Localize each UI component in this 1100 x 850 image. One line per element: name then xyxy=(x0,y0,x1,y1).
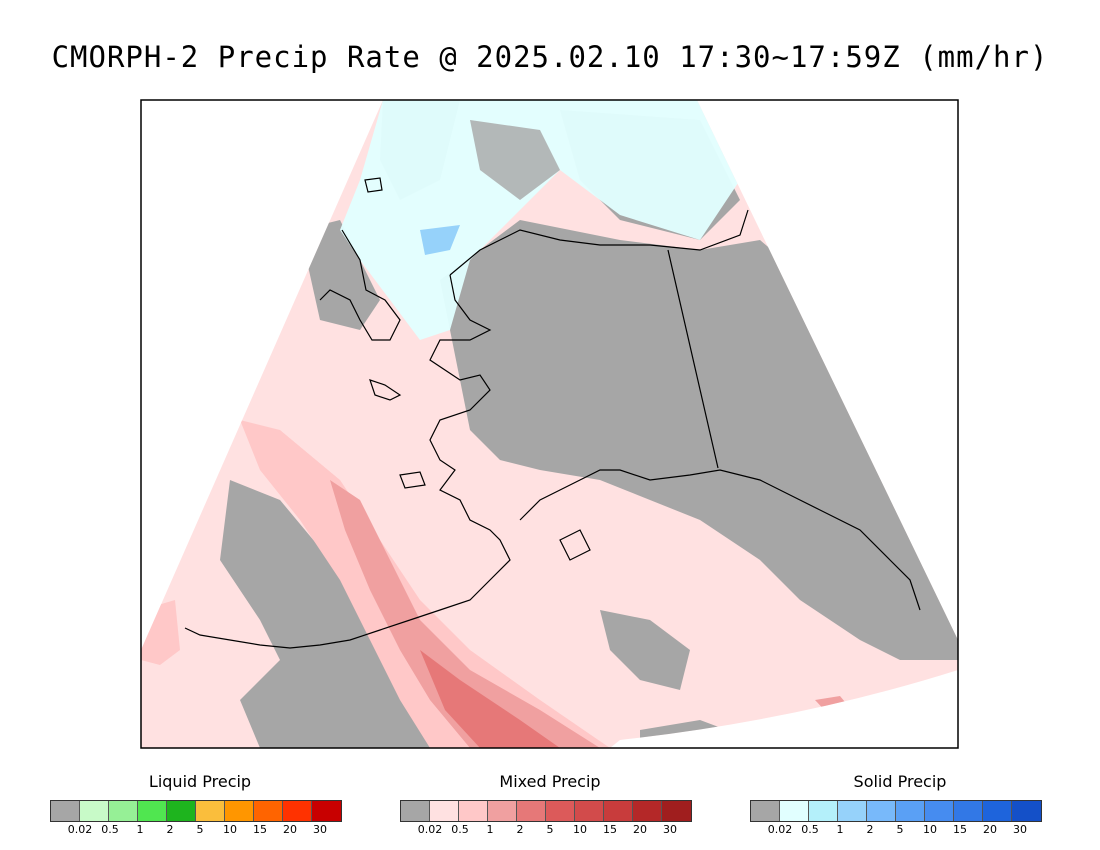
legend-tick-label: 1 xyxy=(486,823,494,836)
legend-swatch xyxy=(662,801,691,821)
western-alaska-coast xyxy=(409,274,511,621)
legend-swatch xyxy=(283,801,312,821)
coastlines xyxy=(184,177,921,649)
legend-tick-label: 1 xyxy=(136,823,144,836)
legend-swatch xyxy=(838,801,867,821)
legend-tick-label: 2 xyxy=(866,823,874,836)
legend-swatch xyxy=(983,801,1012,821)
legend-swatch xyxy=(751,801,780,821)
legend-tick-label: 5 xyxy=(546,823,554,836)
gray-area-southwest xyxy=(220,480,430,748)
legend-tick-label: 10 xyxy=(573,823,587,836)
legend-solid-title: Solid Precip xyxy=(853,772,947,791)
legend-swatch xyxy=(1012,801,1041,821)
legend-swatch xyxy=(488,801,517,821)
legend-tick-label: 15 xyxy=(953,823,967,836)
legend-tick-label: 2 xyxy=(166,823,174,836)
legend-swatch xyxy=(312,801,341,821)
solid-light-area xyxy=(340,100,740,340)
legend-tick-label: 0.5 xyxy=(801,823,819,836)
legend-swatch xyxy=(517,801,546,821)
legend-swatch xyxy=(633,801,662,821)
legend-swatch xyxy=(809,801,838,821)
aleutian-chain xyxy=(184,619,411,649)
legend-swatch xyxy=(546,801,575,821)
mixed-moderate-band xyxy=(240,420,610,748)
legend-tick-label: 0.02 xyxy=(67,823,93,836)
legend-swatch xyxy=(225,801,254,821)
legend-swatch xyxy=(138,801,167,821)
legend-solid-ticks: 0.02 0.5 1 2 5 10 15 20 30 xyxy=(750,823,1050,837)
legend-tick-label: 0.5 xyxy=(451,823,469,836)
map-frame xyxy=(140,99,959,749)
legend-mixed-ticks: 0.02 0.5 1 2 5 10 15 20 30 xyxy=(400,823,700,837)
legend-tick-label: 10 xyxy=(223,823,237,836)
legend-tick-label: 20 xyxy=(283,823,297,836)
legend-tick-label: 1 xyxy=(836,823,844,836)
legend-swatch xyxy=(780,801,809,821)
solid-moderate-patch xyxy=(420,225,460,255)
legend-swatch xyxy=(925,801,954,821)
gray-patch-gulf xyxy=(600,610,690,690)
legend-swatch xyxy=(954,801,983,821)
legend-tick-label: 2 xyxy=(516,823,524,836)
legend-mixed-swatches xyxy=(400,800,692,822)
legend-swatch xyxy=(896,801,925,821)
mixed-heaviest-band xyxy=(420,650,560,748)
canada-border xyxy=(667,249,719,469)
legend-swatch xyxy=(80,801,109,821)
gray-patch-chukotka xyxy=(300,220,380,330)
kodiak-island xyxy=(559,529,591,561)
legend-swatch xyxy=(604,801,633,821)
legend-mixed-title: Mixed Precip xyxy=(499,772,601,791)
legend-liquid-swatches xyxy=(50,800,342,822)
nunivak-island xyxy=(399,471,426,489)
legend-tick-label: 0.02 xyxy=(417,823,443,836)
wrangel-island xyxy=(364,177,383,193)
legend-swatch xyxy=(196,801,225,821)
st-lawrence-island xyxy=(369,379,402,401)
legend-tick-label: 20 xyxy=(633,823,647,836)
legend-tick-label: 15 xyxy=(253,823,267,836)
legend-tick-label: 15 xyxy=(603,823,617,836)
legend-tick-label: 0.5 xyxy=(101,823,119,836)
legend-swatch xyxy=(459,801,488,821)
legend-tick-label: 5 xyxy=(896,823,904,836)
legend-swatch xyxy=(109,801,138,821)
arctic-coast xyxy=(449,209,749,276)
legend-tick-label: 30 xyxy=(1013,823,1027,836)
chukotka-coast xyxy=(319,229,401,341)
legend-swatch xyxy=(430,801,459,821)
legend-tick-label: 10 xyxy=(923,823,937,836)
legend-swatch xyxy=(167,801,196,821)
legend-swatch xyxy=(867,801,896,821)
gulf-of-alaska-coast xyxy=(519,469,921,611)
legend-tick-label: 30 xyxy=(313,823,327,836)
legend-tick-label: 20 xyxy=(983,823,997,836)
legend-swatch xyxy=(575,801,604,821)
gray-patch-arctic-mid xyxy=(470,120,560,200)
legend-tick-label: 0.02 xyxy=(767,823,793,836)
legend-swatch xyxy=(51,801,80,821)
legend-swatch xyxy=(401,801,430,821)
legend-swatch xyxy=(254,801,283,821)
legend-solid-swatches xyxy=(750,800,1042,822)
legend-tick-label: 5 xyxy=(196,823,204,836)
legend-liquid-ticks: 0.02 0.5 1 2 5 10 15 20 30 xyxy=(50,823,350,837)
chart-title: CMORPH-2 Precip Rate @ 2025.02.10 17:30~… xyxy=(51,40,1049,74)
legend-tick-label: 30 xyxy=(663,823,677,836)
legend-liquid-title: Liquid Precip xyxy=(148,772,252,791)
